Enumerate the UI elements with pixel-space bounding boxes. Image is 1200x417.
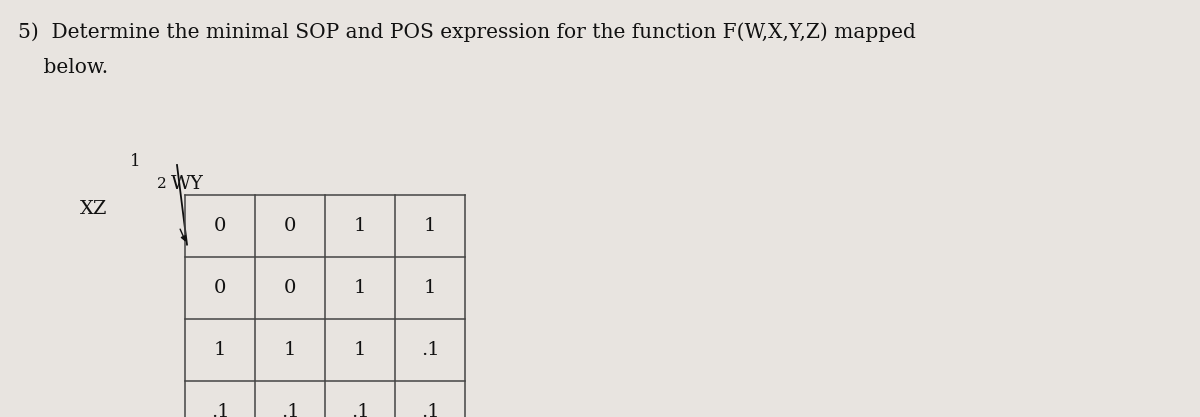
- Text: 1: 1: [424, 217, 436, 235]
- Text: 0: 0: [214, 217, 226, 235]
- Text: .1: .1: [211, 403, 229, 417]
- Text: .1: .1: [421, 341, 439, 359]
- Text: 1: 1: [354, 217, 366, 235]
- Text: 1: 1: [354, 341, 366, 359]
- Text: 2: 2: [157, 177, 167, 191]
- Text: 0: 0: [284, 279, 296, 297]
- Text: .1: .1: [281, 403, 299, 417]
- Text: 5)  Determine the minimal SOP and POS expression for the function F(W,X,Y,Z) map: 5) Determine the minimal SOP and POS exp…: [18, 22, 916, 42]
- Text: XZ: XZ: [80, 200, 107, 218]
- Text: 1: 1: [130, 153, 140, 170]
- Text: WY: WY: [172, 175, 204, 193]
- Text: .1: .1: [350, 403, 370, 417]
- Text: 0: 0: [214, 279, 226, 297]
- Text: 1: 1: [354, 279, 366, 297]
- Text: .1: .1: [421, 403, 439, 417]
- Text: 1: 1: [214, 341, 226, 359]
- Text: below.: below.: [18, 58, 108, 77]
- Text: 0: 0: [284, 217, 296, 235]
- Text: 1: 1: [284, 341, 296, 359]
- Text: 1: 1: [424, 279, 436, 297]
